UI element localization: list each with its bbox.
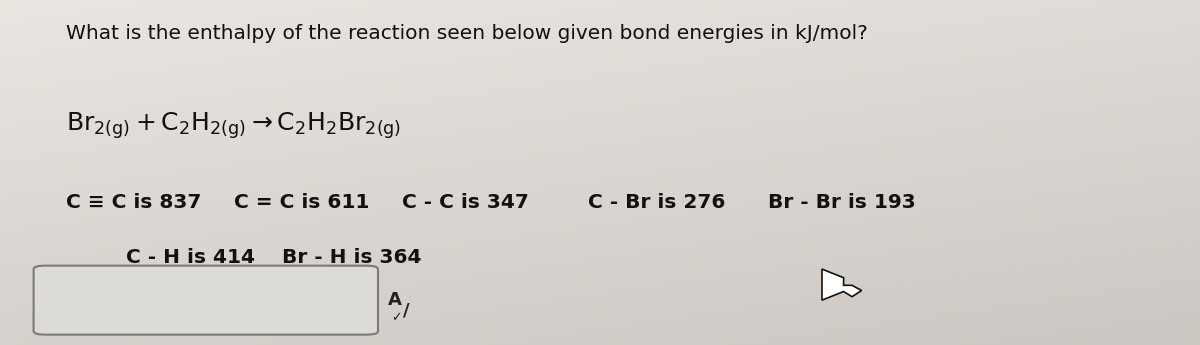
- Text: C - H is 414: C - H is 414: [126, 248, 256, 267]
- Text: Br - Br is 193: Br - Br is 193: [768, 193, 916, 212]
- Polygon shape: [822, 269, 862, 300]
- Text: C ≡ C is 837: C ≡ C is 837: [66, 193, 202, 212]
- FancyBboxPatch shape: [34, 266, 378, 335]
- Text: What is the enthalpy of the reaction seen below given bond energies in kJ/mol?: What is the enthalpy of the reaction see…: [66, 24, 868, 43]
- Text: C = C is 611: C = C is 611: [234, 193, 370, 212]
- Text: $\mathrm{Br_{2(g)} + C_2H_{2(g)} \rightarrow C_2H_2Br_{2(g)}}$: $\mathrm{Br_{2(g)} + C_2H_{2(g)} \righta…: [66, 110, 401, 141]
- Text: Br - H is 364: Br - H is 364: [282, 248, 421, 267]
- Text: ✓: ✓: [391, 311, 402, 324]
- Text: /: /: [403, 302, 410, 319]
- Text: C - Br is 276: C - Br is 276: [588, 193, 725, 212]
- Text: A: A: [388, 291, 402, 309]
- Text: C - C is 347: C - C is 347: [402, 193, 529, 212]
